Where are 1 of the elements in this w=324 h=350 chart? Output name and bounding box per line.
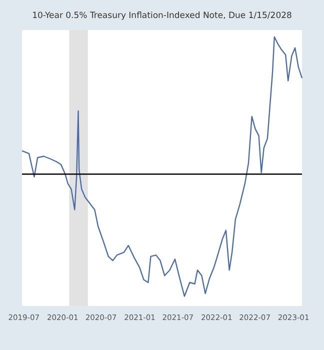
chart-title: 10-Year 0.5% Treasury Inflation-Indexed Note, Due 1/15/2028 xyxy=(32,11,292,21)
